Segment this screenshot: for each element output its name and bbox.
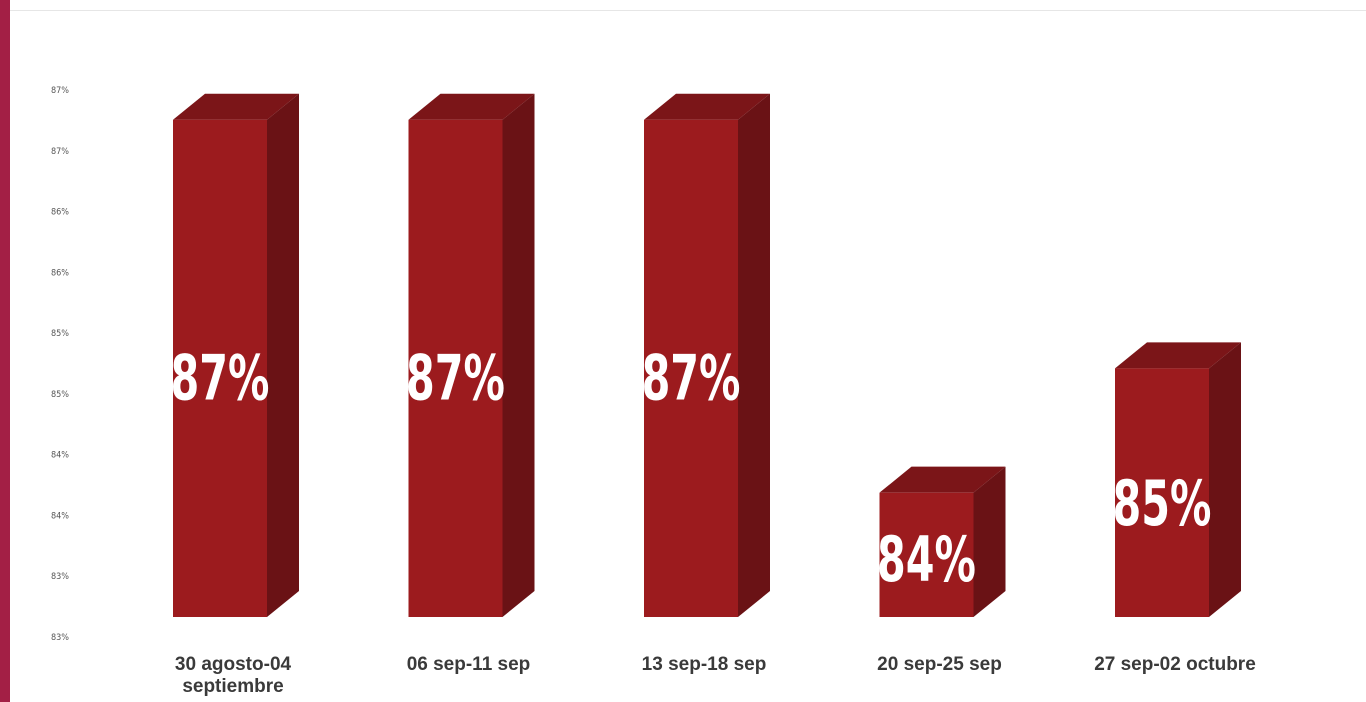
- left-accent-strip: [0, 0, 10, 702]
- y-tick-label: 86%: [51, 268, 69, 278]
- y-tick-label: 85%: [51, 329, 69, 339]
- y-tick-label: 87%: [51, 147, 69, 157]
- bar: 87%: [642, 93, 770, 618]
- top-divider: [10, 10, 1366, 11]
- x-category-label: 20 sep-25 sep: [877, 654, 1002, 675]
- data-label: 87%: [642, 342, 741, 415]
- bar-front-face: [408, 119, 503, 618]
- x-category-label: 06 sep-11 sep: [407, 654, 531, 675]
- bar-series: 87% 87% 87% 84% 85%: [171, 93, 1241, 618]
- bar-top-face: [644, 93, 770, 120]
- y-tick-label: 83%: [51, 572, 69, 582]
- y-tick-label: 87%: [51, 86, 69, 96]
- y-tick-label: 84%: [51, 511, 69, 521]
- bar-front-face: [173, 119, 267, 618]
- bar-front-face: [644, 119, 738, 618]
- bar-side-face: [502, 93, 535, 617]
- x-axis: 30 agosto-04 septiembre 06 sep-11 sep 13 se…: [175, 654, 1256, 697]
- data-label: 84%: [877, 523, 976, 596]
- y-tick-label: 86%: [51, 208, 69, 218]
- bar: 87%: [406, 93, 535, 618]
- y-axis: 87% 87% 86% 86% 85% 85% 84% 84% 83% 83%: [51, 86, 69, 643]
- data-label: 87%: [406, 342, 505, 415]
- bar-front-face: [1115, 368, 1209, 617]
- x-category-label: 30 agosto-04 septiembre: [175, 654, 292, 697]
- data-label: 85%: [1113, 467, 1212, 540]
- bar: 85%: [1113, 342, 1241, 617]
- bar-top-face: [408, 93, 535, 120]
- bar-side-face: [738, 93, 770, 617]
- bar-front-face: [879, 492, 974, 617]
- bar-top-face: [173, 93, 299, 120]
- y-tick-label: 85%: [51, 390, 69, 400]
- y-tick-label: 84%: [51, 451, 69, 461]
- bar-top-face: [879, 466, 1006, 493]
- bar-side-face: [267, 93, 299, 617]
- bar: 84%: [877, 466, 1006, 617]
- bar-side-face: [1209, 342, 1241, 617]
- y-tick-label: 83%: [51, 633, 69, 643]
- bar-top-face: [1115, 342, 1241, 369]
- data-label: 87%: [171, 342, 270, 415]
- x-category-label: 13 sep-18 sep: [642, 654, 767, 675]
- bar-side-face: [973, 466, 1006, 617]
- bar: 87%: [171, 93, 299, 618]
- x-category-label: 27 sep-02 octubre: [1094, 654, 1256, 675]
